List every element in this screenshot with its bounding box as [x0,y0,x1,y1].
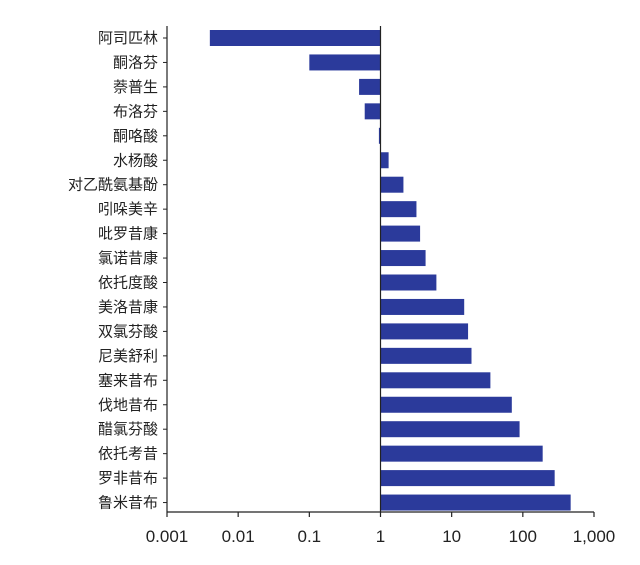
x-tick-label: 0.01 [222,527,255,546]
category-label: 布洛芬 [113,102,158,120]
x-tick-label: 100 [509,527,537,546]
bar-7 [380,201,417,218]
bar-14 [380,372,491,389]
bar-12 [380,323,469,340]
bar-16 [380,421,520,438]
x-axis-ticks: 0.001 0.01 0.1 1 10 100 1,000 [146,512,616,546]
category-label: 阿司匹林 [98,29,158,47]
bar-0 [209,30,381,46]
category-label: 依托考昔 [98,445,158,463]
category-labels: 阿司匹林酮洛芬萘普生布洛芬酮咯酸水杨酸对乙酰氨基酚吲哚美辛吡罗昔康氯诺昔康依托度… [68,29,167,512]
category-label: 水杨酸 [113,151,158,169]
bar-3 [364,103,381,120]
x-tick-label: 0.001 [146,527,189,546]
bar-15 [380,396,512,413]
category-label: 吡罗昔康 [98,225,158,243]
bar-1 [309,54,381,71]
category-label: 对乙酰氨基酚 [68,176,158,194]
category-label: 伐地昔布 [98,396,158,414]
category-label: 罗非昔布 [98,469,158,487]
category-label: 吲哚美辛 [98,200,158,218]
x-tick-label: 1,000 [573,527,616,546]
bar-5 [380,152,389,169]
x-tick-label: 10 [442,527,461,546]
category-label: 鲁米昔布 [98,494,158,512]
bar-4 [378,127,381,144]
x-tick-label: 0.1 [298,527,322,546]
category-label: 美洛昔康 [98,298,158,316]
x-tick-label: 1 [376,527,385,546]
bar-6 [380,176,404,193]
bar-9 [380,250,426,267]
category-label: 双氯芬酸 [98,322,158,340]
category-label: 酮咯酸 [113,127,158,145]
bar-19 [380,494,571,511]
category-label: 塞来昔布 [98,371,158,389]
bar-8 [380,225,421,242]
category-label: 氯诺昔康 [98,249,158,267]
bar-10 [380,274,437,291]
category-label: 醋氯芬酸 [98,420,158,438]
bars-group [209,30,571,511]
category-label: 萘普生 [113,78,158,96]
bar-17 [380,445,543,462]
bar-18 [380,470,555,487]
category-label: 依托度酸 [98,274,158,292]
bar-13 [380,347,472,364]
bar-11 [380,298,465,315]
category-label: 尼美舒利 [98,347,158,365]
bar-2 [359,78,381,95]
category-label: 酮洛芬 [113,53,158,71]
